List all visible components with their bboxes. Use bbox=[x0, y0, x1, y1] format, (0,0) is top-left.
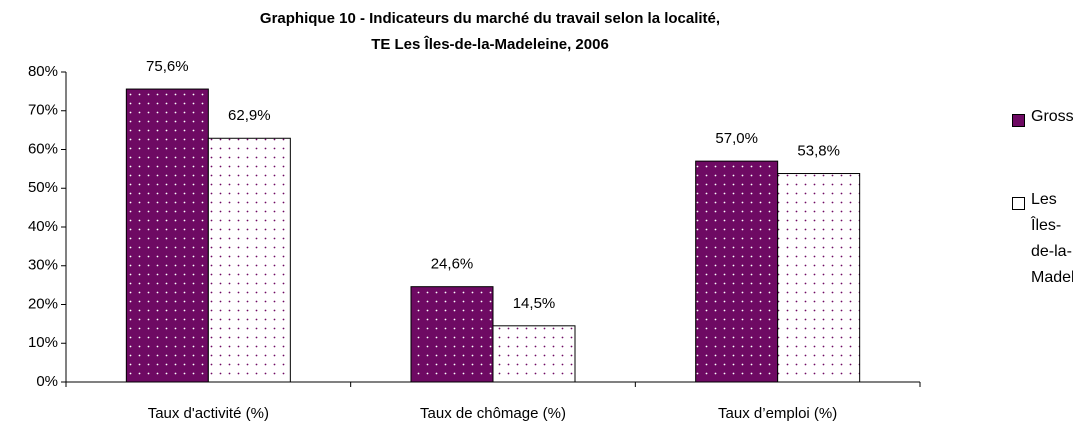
value-label: 57,0% bbox=[715, 130, 758, 147]
legend-item: Grosse-Île bbox=[1012, 108, 1073, 130]
value-label: 14,5% bbox=[513, 295, 556, 312]
x-tick-label: Taux de chômage (%) bbox=[420, 405, 566, 422]
x-tick-label: Taux d'activité (%) bbox=[148, 405, 269, 422]
legend-label: Les Îles-de-la-Madeleine bbox=[1031, 191, 1073, 286]
legend-label: Grosse-Île bbox=[1031, 108, 1073, 125]
y-tick-label: 50% bbox=[28, 179, 58, 196]
y-tick-label: 10% bbox=[28, 334, 58, 351]
x-tick-label: Taux d’emploi (%) bbox=[718, 405, 837, 422]
bar bbox=[492, 325, 576, 383]
y-tick-label: 30% bbox=[28, 257, 58, 274]
y-tick-label: 40% bbox=[28, 218, 58, 235]
legend-item: Les Îles-de-la-Madeleine bbox=[1012, 191, 1073, 291]
chart-title: TE Les Îles-de-la-Madeleine, 2006 bbox=[371, 35, 609, 53]
bar bbox=[207, 137, 291, 383]
y-tick-label: 60% bbox=[28, 140, 58, 157]
value-label: 53,8% bbox=[797, 142, 840, 159]
y-tick-label: 20% bbox=[28, 295, 58, 312]
y-tick-label: 70% bbox=[28, 102, 58, 119]
bar bbox=[777, 173, 861, 383]
legend-swatch bbox=[1012, 114, 1025, 127]
value-label: 62,9% bbox=[228, 107, 271, 124]
bar bbox=[695, 160, 779, 383]
y-tick-label: 80% bbox=[28, 63, 58, 80]
bar bbox=[410, 286, 494, 383]
chart-title: Graphique 10 - Indicateurs du marché du … bbox=[260, 10, 720, 27]
y-tick-label: 0% bbox=[36, 373, 58, 390]
bar bbox=[125, 88, 209, 383]
value-label: 24,6% bbox=[431, 256, 474, 273]
legend-swatch bbox=[1012, 197, 1025, 210]
value-label: 75,6% bbox=[146, 58, 189, 75]
